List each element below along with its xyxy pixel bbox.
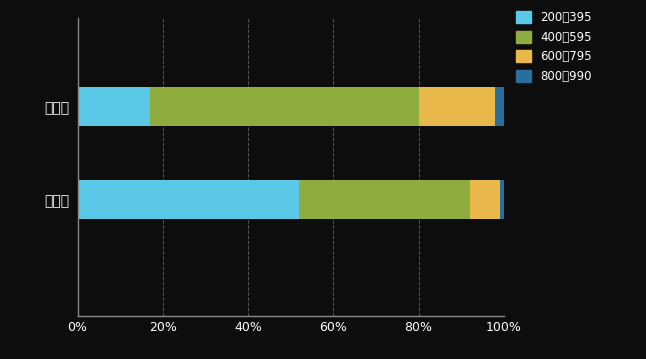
Legend: 200～395, 400～595, 600～795, 800～990: 200～395, 400～595, 600～795, 800～990: [514, 9, 594, 85]
Bar: [470, 180, 499, 219]
Bar: [150, 87, 419, 126]
Bar: [419, 87, 495, 126]
Bar: [299, 180, 470, 219]
Bar: [499, 180, 504, 219]
Bar: [78, 180, 299, 219]
Bar: [495, 87, 504, 126]
Bar: [78, 87, 150, 126]
